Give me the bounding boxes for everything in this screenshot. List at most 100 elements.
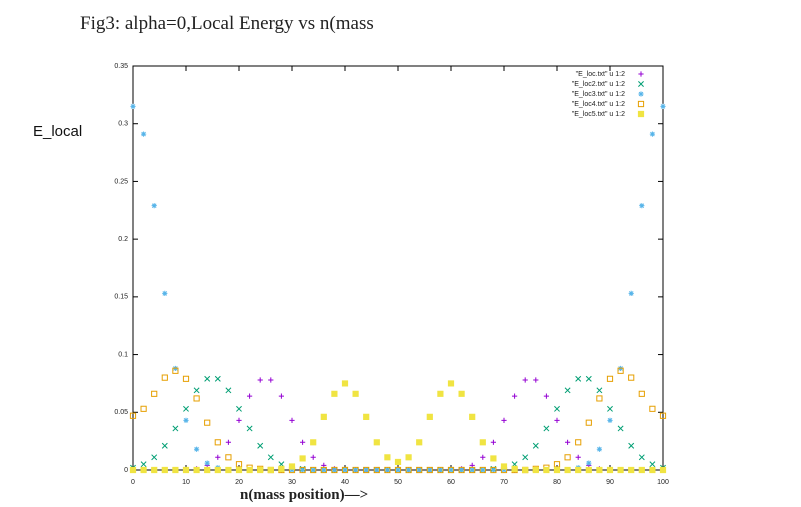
data-point [320,413,327,421]
data-point [426,466,433,474]
data-point [617,367,624,374]
legend-label: "E_loc3.txt" u 1:2 [572,91,625,98]
data-point [310,439,317,446]
y-tick-label: 0 [124,467,128,474]
data-point [437,466,444,474]
data-point [596,446,602,452]
data-point [246,466,253,474]
data-point [469,467,475,473]
data-point [426,413,433,421]
data-point [490,466,497,474]
data-point [257,377,263,383]
data-point [373,439,380,446]
data-point [639,203,645,209]
y-tick-label: 0.15 [114,294,128,301]
data-point [553,466,561,474]
data-point [225,454,232,461]
x-tick-label: 10 [182,479,190,486]
data-point [564,387,571,394]
data-point [660,103,666,109]
data-point [194,446,200,452]
data-point [257,466,264,474]
data-point [554,417,560,423]
data-point [373,466,380,474]
data-point [479,439,486,446]
data-point [564,466,571,474]
data-point [321,467,327,473]
data-point [596,466,603,474]
data-point [606,466,614,474]
chart-title: Fig3: alpha=0,Local Energy vs n(mass [80,13,374,34]
data-point [596,395,603,402]
x-tick-label: 50 [394,479,402,486]
data-point [204,419,211,426]
data-point [533,377,539,383]
data-point [565,439,571,445]
legend-label: "E_loc4.txt" u 1:2 [572,101,625,108]
data-point [214,466,221,474]
data-point [501,417,507,423]
data-point [289,417,295,423]
x-tick-label: 20 [235,479,243,486]
data-point [267,466,274,474]
data-point [140,405,147,412]
data-point [300,467,306,473]
data-point [575,466,582,474]
data-point [617,425,624,432]
data-point [586,460,592,466]
legend-marker [637,110,645,118]
data-point [543,393,549,399]
data-point [437,390,444,397]
data-point [564,454,571,461]
data-point [638,466,645,474]
data-point [161,466,168,474]
x-axis-label: n(mass position)—> [240,487,368,503]
data-point [299,455,306,462]
x-tick-label: 30 [288,479,296,486]
data-point [288,463,296,470]
data-point [341,466,349,474]
data-point [161,374,168,381]
data-point [585,375,592,382]
data-point [182,375,190,382]
data-point [447,380,455,387]
y-tick-label: 0.3 [118,121,128,128]
data-point [236,417,242,423]
data-point [299,466,306,474]
data-point [289,467,295,473]
data-point [480,454,486,460]
data-point [458,390,465,397]
legend-marker [638,91,644,97]
data-point [447,466,455,474]
data-point [659,412,667,419]
data-point [607,405,613,412]
data-point [193,466,200,474]
data-point [331,390,338,397]
data-point [363,466,370,474]
data-point [151,454,158,461]
legend-marker [638,71,644,77]
data-point [320,466,327,474]
x-tick-label: 90 [606,479,614,486]
data-point [214,439,221,446]
data-point [204,460,210,466]
data-point [151,466,158,474]
data-point [607,417,613,423]
data-point [246,425,253,432]
data-point [405,466,412,474]
data-point [448,467,454,473]
legend-marker [638,81,644,87]
data-point [458,466,465,474]
plot-border [132,65,664,471]
y-tick-label: 0.35 [114,63,128,70]
data-point [374,467,380,473]
data-point [363,467,369,473]
data-point [532,442,539,449]
data-point [543,466,550,474]
data-point [141,131,147,137]
data-point [268,377,274,383]
data-point [310,466,317,474]
data-point [628,290,634,296]
data-point [405,454,412,461]
